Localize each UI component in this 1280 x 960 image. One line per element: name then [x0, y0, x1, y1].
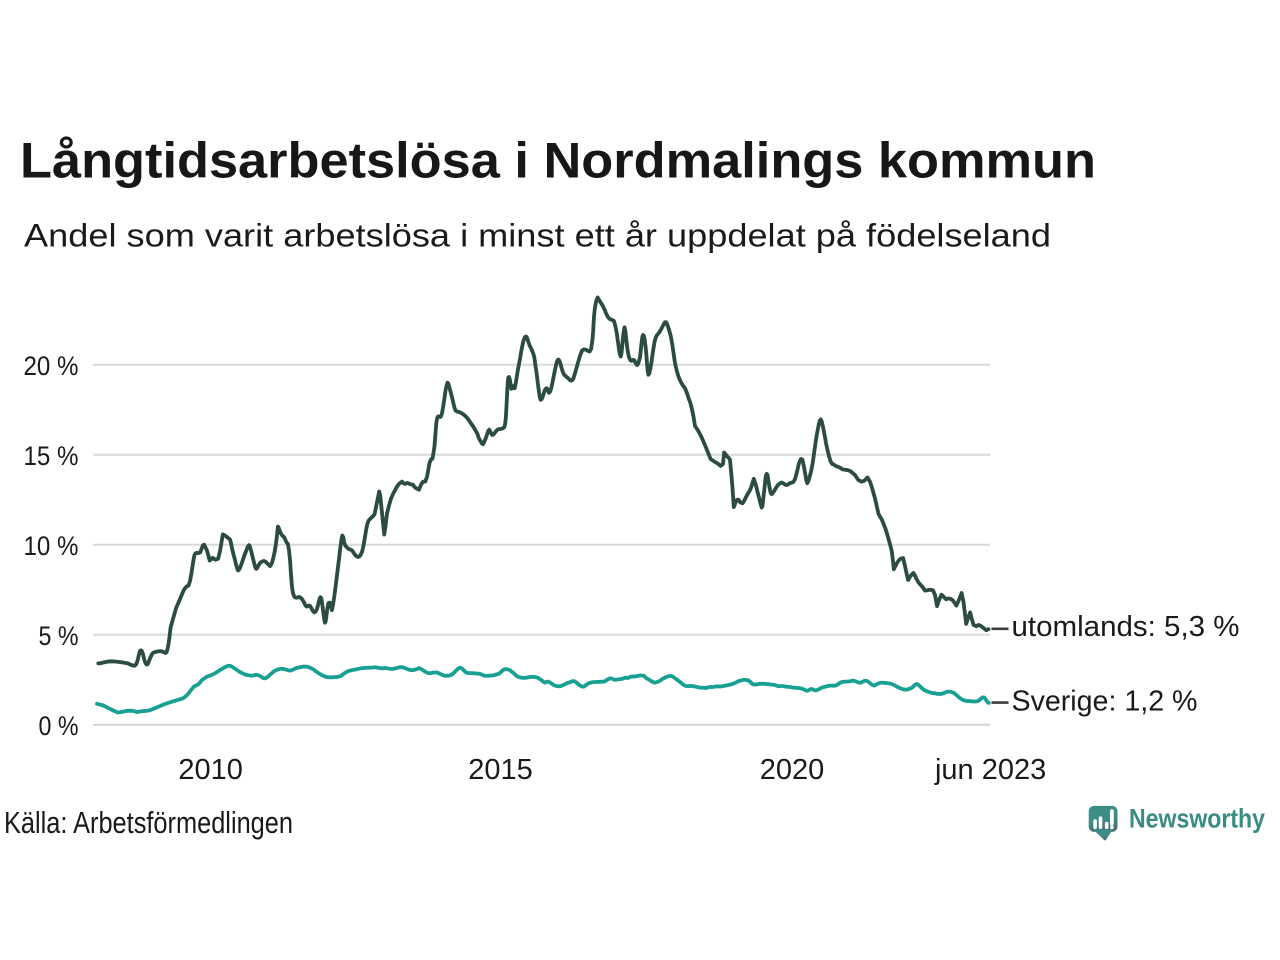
svg-text:20 %: 20 %: [24, 351, 79, 381]
svg-text:Sverige: 1,2 %: Sverige: 1,2 %: [1012, 686, 1198, 718]
svg-text:2015: 2015: [468, 754, 533, 786]
svg-text:2010: 2010: [178, 754, 243, 786]
svg-text:10 %: 10 %: [24, 531, 79, 561]
svg-text:0 %: 0 %: [39, 711, 79, 741]
svg-text:Källa: Arbetsförmedlingen: Källa: Arbetsförmedlingen: [4, 805, 293, 840]
svg-text:2020: 2020: [760, 754, 825, 786]
svg-text:Andel som varit arbetslösa i m: Andel som varit arbetslösa i minst ett å…: [24, 218, 1051, 254]
svg-text:jun 2023: jun 2023: [934, 754, 1046, 786]
svg-text:15 %: 15 %: [24, 441, 79, 471]
svg-text:Långtidsarbetslösa i Nordmalin: Långtidsarbetslösa i Nordmalings kommun: [20, 133, 1096, 189]
svg-text:Newsworthy: Newsworthy: [1129, 804, 1265, 834]
svg-text:5 %: 5 %: [39, 621, 79, 651]
svg-text:utomlands: 5,3 %: utomlands: 5,3 %: [1012, 611, 1240, 643]
